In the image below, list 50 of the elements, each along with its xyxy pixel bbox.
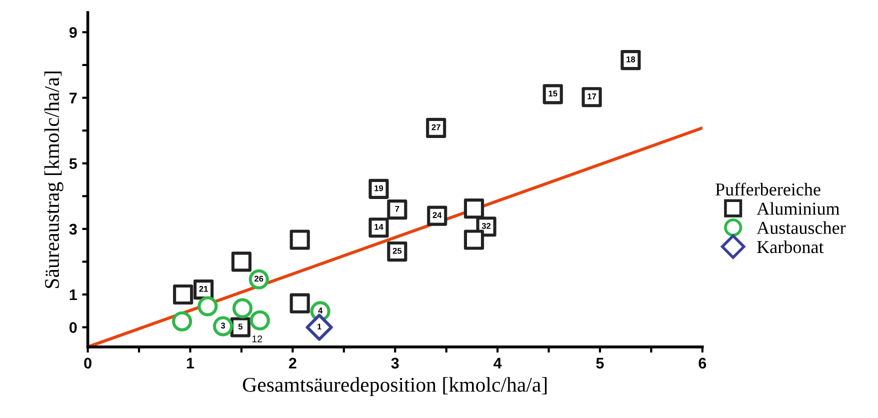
point: [464, 230, 484, 250]
annotation: 32: [482, 222, 491, 229]
annotation: 1: [318, 324, 322, 330]
point: [232, 298, 253, 318]
y-tick-label: 5: [69, 158, 77, 170]
point: [290, 293, 310, 314]
point: [290, 230, 310, 250]
legend-title: Pufferbereiche: [716, 182, 820, 196]
legend-label: Austauscher: [756, 221, 846, 234]
annotation: 21: [199, 286, 208, 292]
annotation: 15: [548, 90, 558, 96]
point: [387, 200, 408, 220]
y-tick-label: 3: [69, 224, 77, 235]
y-tick-label: 1: [70, 290, 77, 300]
annotation: 18: [626, 56, 636, 62]
annotation: 7: [395, 206, 400, 212]
legend-label: Aluminium: [756, 202, 840, 215]
y-tick-label: 9: [69, 27, 77, 38]
annotation: 5: [238, 324, 243, 330]
x-tick-label: 5: [596, 358, 604, 369]
point: [172, 311, 192, 332]
annotation: 25: [392, 248, 402, 254]
annotation: 4: [318, 308, 323, 314]
x-tick-label: 2: [288, 358, 296, 368]
annotation: 17: [588, 94, 596, 100]
annotation: 12: [252, 335, 262, 342]
point: [464, 198, 484, 219]
annotation: 24: [432, 212, 442, 218]
annotation: 3: [220, 322, 226, 329]
x-tick-label: 3: [391, 358, 399, 369]
point: [230, 317, 250, 338]
x-tick-label: 1: [186, 358, 194, 368]
y-tick-label: 0: [69, 322, 77, 333]
x-tick-label: 0: [84, 358, 92, 369]
point: [306, 314, 333, 341]
x-axis-title: Gesamtsäuredeposition [kmolc/ha/a]: [242, 377, 547, 396]
x-tick-label: 6: [698, 358, 706, 369]
point: [173, 284, 194, 305]
point: [250, 310, 270, 330]
annotation: 14: [374, 224, 384, 230]
y-tick-label: 7: [70, 92, 77, 104]
point: [231, 252, 252, 272]
point: [198, 296, 218, 316]
point: [212, 316, 234, 336]
x-tick-label: 4: [494, 358, 502, 368]
y-axis-title: Säureaustrag [kmolc/ha/a]: [44, 72, 64, 288]
legend-label: Karbonat: [757, 240, 824, 254]
annotation: 26: [254, 276, 264, 282]
annotation: 19: [374, 185, 384, 192]
annotation: 27: [432, 124, 440, 130]
